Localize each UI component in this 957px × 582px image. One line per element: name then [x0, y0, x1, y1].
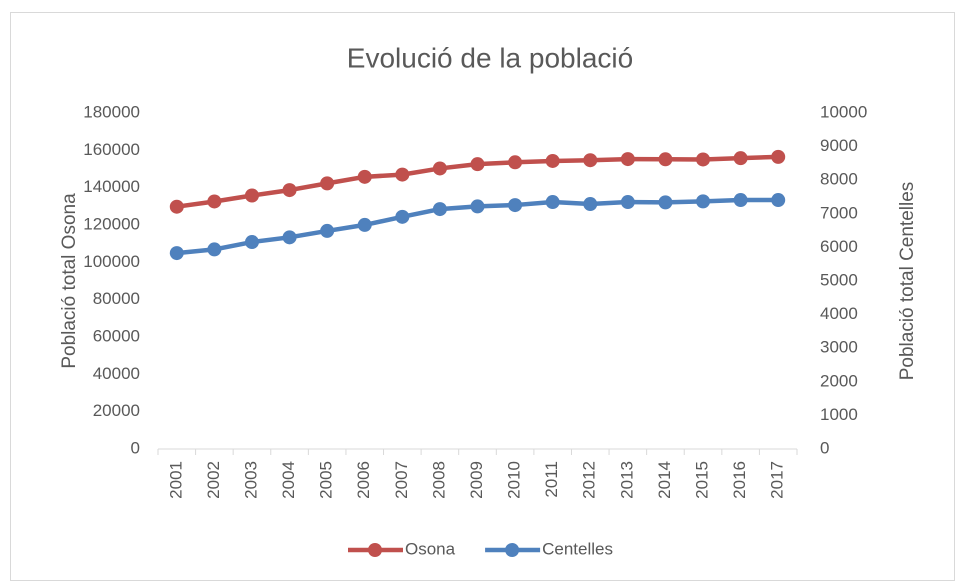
- y2-tick-label: 1000: [820, 405, 858, 424]
- series-marker: [470, 199, 485, 214]
- y-tick-label: 100000: [83, 252, 140, 271]
- x-tick-label: 2002: [204, 461, 223, 499]
- y-tick-label: 140000: [83, 177, 140, 196]
- y-tick-label: 60000: [93, 326, 140, 345]
- y2-tick-label: 4000: [820, 304, 858, 323]
- legend-label: Osona: [405, 539, 456, 558]
- series-marker: [583, 153, 598, 168]
- series-marker: [207, 242, 222, 257]
- series-marker: [658, 195, 673, 210]
- series-marker: [470, 157, 485, 172]
- y-tick-label: 160000: [83, 140, 140, 159]
- series-marker: [545, 195, 560, 210]
- x-tick-label: 2017: [768, 461, 787, 499]
- series-marker: [320, 223, 335, 238]
- x-tick-label: 2014: [655, 461, 674, 499]
- legend-label: Centelles: [542, 539, 613, 558]
- x-tick-label: 2005: [317, 461, 336, 499]
- x-tick-label: 2001: [166, 461, 185, 499]
- y-tick-label: 80000: [93, 289, 140, 308]
- legend-marker: [368, 543, 382, 557]
- x-tick-label: 2011: [542, 461, 561, 498]
- y2-tick-label: 2000: [820, 371, 858, 390]
- legend-marker: [505, 543, 520, 557]
- x-tick-label: 2003: [241, 461, 260, 499]
- series-marker: [395, 167, 410, 182]
- series-marker: [733, 151, 748, 166]
- x-tick-label: 2010: [505, 461, 524, 499]
- y2-tick-label: 7000: [820, 203, 858, 222]
- y2-tick-label: 3000: [820, 338, 858, 357]
- series-marker: [395, 209, 410, 224]
- x-tick-label: 2007: [392, 461, 411, 499]
- y-tick-label: 0: [131, 438, 140, 457]
- series-marker: [432, 202, 447, 217]
- x-tick-label: 2004: [279, 461, 298, 499]
- series-marker: [658, 152, 673, 167]
- x-tick-label: 2006: [354, 461, 373, 499]
- x-tick-label: 2013: [617, 461, 636, 499]
- y2-axis-title: Població total Centelles: [897, 182, 918, 381]
- series-marker: [357, 169, 372, 184]
- y-tick-label: 20000: [93, 401, 140, 420]
- y2-tick-label: 8000: [820, 170, 858, 189]
- x-tick-label: 2015: [693, 461, 712, 499]
- y-tick-label: 120000: [83, 214, 140, 233]
- chart-title: Evolució de la població: [347, 42, 633, 73]
- x-tick-label: 2009: [467, 461, 486, 499]
- x-tick-label: 2012: [580, 461, 599, 499]
- series-marker: [207, 194, 222, 209]
- series-marker: [545, 153, 560, 168]
- y-tick-label: 40000: [93, 364, 140, 383]
- series-marker: [282, 183, 297, 198]
- series-marker: [583, 197, 598, 212]
- y2-tick-label: 6000: [820, 237, 858, 256]
- y2-tick-label: 0: [820, 438, 829, 457]
- series-marker: [508, 155, 523, 170]
- y-axis-title: Població total Osona: [59, 193, 80, 369]
- series-marker: [620, 152, 635, 167]
- series-marker: [771, 149, 786, 164]
- y2-tick-label: 9000: [820, 136, 858, 155]
- series-marker: [771, 193, 786, 208]
- x-tick-label: 2016: [730, 461, 749, 499]
- series-marker: [432, 161, 447, 176]
- series-marker: [169, 199, 184, 214]
- y2-tick-label: 5000: [820, 270, 858, 289]
- series-marker: [320, 176, 335, 191]
- y-tick-label: 180000: [83, 102, 140, 121]
- series-marker: [696, 152, 711, 167]
- series-marker: [244, 188, 259, 203]
- series-marker: [620, 195, 635, 210]
- series-marker: [733, 193, 748, 208]
- series-marker: [696, 194, 711, 209]
- x-tick-label: 2008: [429, 461, 448, 499]
- chart-border: [10, 12, 955, 581]
- series-marker: [357, 217, 372, 232]
- series-marker: [282, 230, 297, 245]
- series-marker: [244, 235, 259, 250]
- series-marker: [169, 246, 184, 261]
- y2-tick-label: 10000: [820, 102, 867, 121]
- series-marker: [508, 198, 523, 213]
